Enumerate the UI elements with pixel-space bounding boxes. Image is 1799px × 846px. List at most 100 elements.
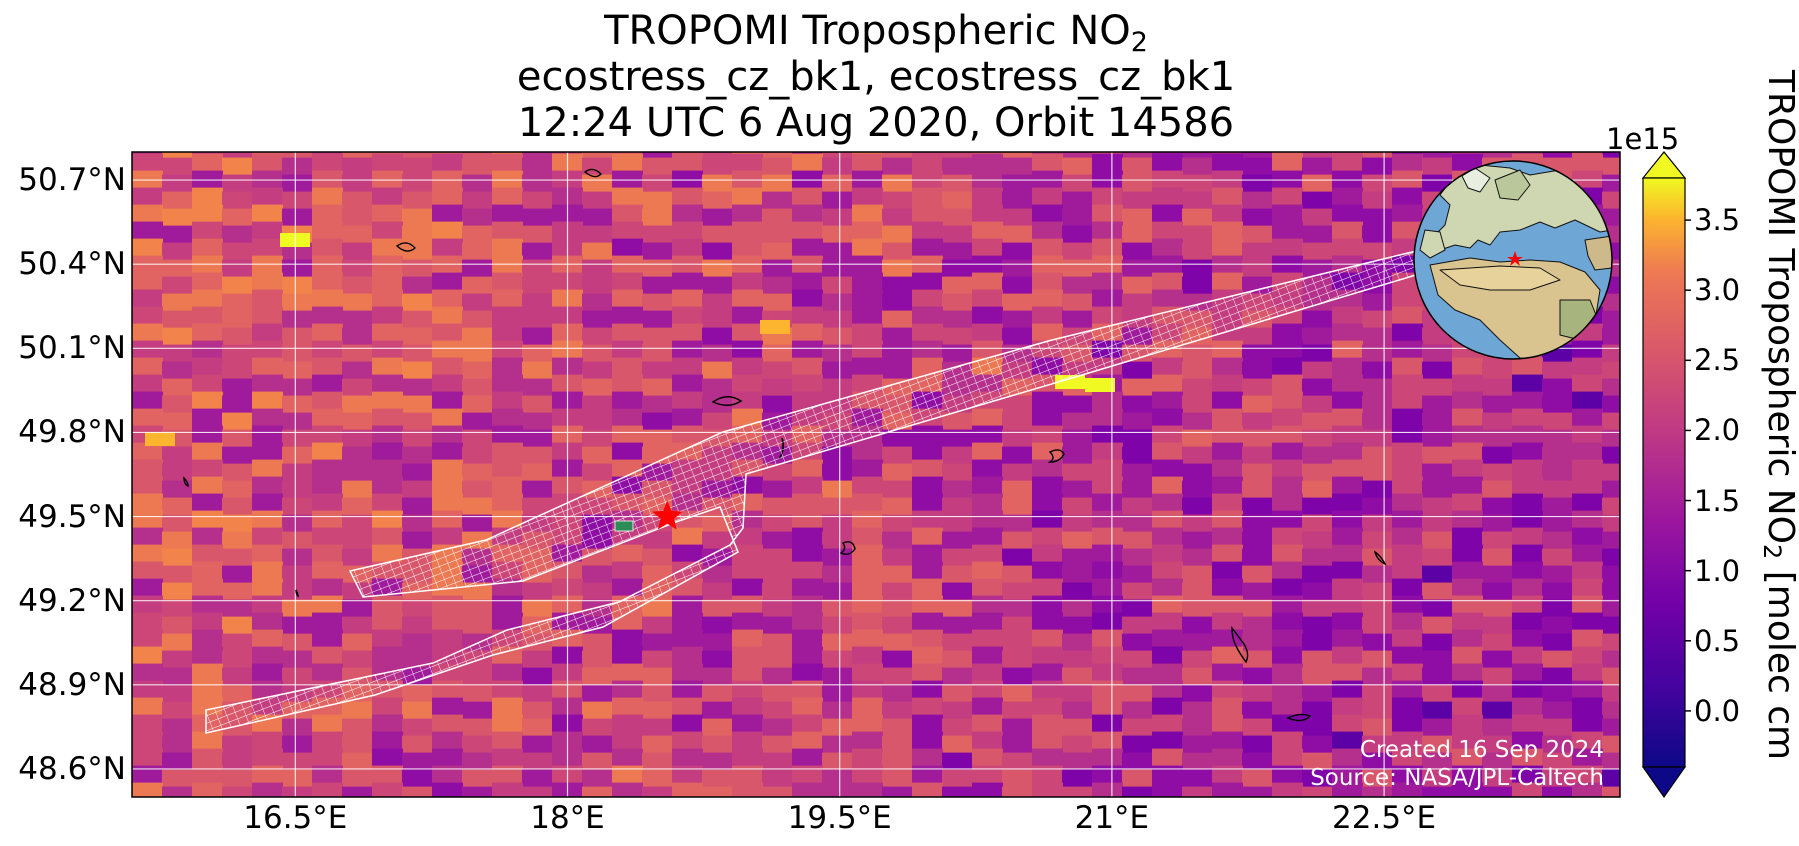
raster-cell	[282, 446, 313, 465]
raster-cell	[672, 221, 703, 240]
raster-cell	[1332, 323, 1363, 342]
raster-cell	[1302, 752, 1333, 771]
raster-cell	[1422, 361, 1453, 380]
raster-cell	[1302, 531, 1333, 550]
raster-cell	[432, 442, 463, 461]
raster-cell	[792, 680, 823, 699]
raster-cell	[1122, 752, 1153, 771]
raster-cell	[162, 344, 193, 363]
target-footprint-swath	[205, 249, 1427, 734]
raster-cell	[372, 765, 403, 784]
raster-cell	[672, 152, 703, 155]
raster-cell	[1152, 595, 1183, 614]
raster-cell	[942, 786, 973, 797]
raster-cell	[1272, 442, 1303, 461]
raster-cell	[732, 800, 763, 818]
raster-cell	[1152, 221, 1183, 240]
raster-cell	[372, 527, 403, 546]
raster-cell	[522, 310, 553, 329]
raster-cell	[1212, 221, 1243, 240]
raster-cell	[582, 259, 613, 278]
raster-cell	[792, 782, 823, 797]
raster-cell	[882, 242, 913, 261]
raster-cell	[432, 782, 463, 797]
raster-cell	[162, 242, 193, 261]
raster-cell	[612, 152, 643, 155]
raster-cell	[1182, 769, 1213, 788]
raster-cell	[1182, 599, 1213, 618]
raster-cell	[1242, 174, 1273, 193]
raster-cell	[1332, 527, 1363, 546]
raster-cell	[852, 510, 883, 529]
raster-cell	[252, 782, 283, 797]
raster-cell	[1602, 174, 1620, 193]
raster-cell	[702, 786, 733, 797]
raster-cell	[1032, 272, 1063, 291]
raster-cell	[942, 735, 973, 754]
raster-cell	[822, 616, 853, 635]
raster-cell	[1122, 446, 1153, 465]
raster-cell	[1212, 646, 1243, 665]
raster-cell	[1002, 276, 1033, 295]
raster-cell	[462, 293, 493, 312]
raster-cell	[642, 548, 673, 567]
raster-cell	[1092, 476, 1123, 495]
raster-cell	[1332, 306, 1363, 325]
raster-cell	[282, 412, 313, 431]
raster-cell	[1032, 782, 1063, 797]
raster-cell	[192, 204, 223, 223]
raster-cell	[522, 395, 553, 414]
raster-cell	[1542, 804, 1573, 822]
raster-cell	[1002, 684, 1033, 703]
raster-cell	[1092, 765, 1123, 784]
raster-cell	[912, 289, 943, 308]
raster-cell	[1512, 595, 1543, 614]
raster-cell	[612, 748, 643, 767]
raster-cell	[912, 510, 943, 529]
raster-cell	[822, 361, 853, 380]
raster-cell	[642, 310, 673, 329]
raster-cell	[1242, 650, 1273, 669]
raster-cell	[282, 463, 313, 482]
raster-cell	[1452, 731, 1483, 750]
raster-cell	[942, 225, 973, 244]
raster-cell	[342, 174, 373, 193]
raster-cell	[822, 157, 853, 176]
raster-cell	[1002, 650, 1033, 669]
raster-cell	[942, 446, 973, 465]
raster-cell	[642, 531, 673, 550]
raster-cell	[1422, 446, 1453, 465]
raster-cell	[822, 446, 853, 465]
raster-cell	[852, 731, 883, 750]
raster-cell	[1302, 650, 1333, 669]
raster-cell	[1062, 174, 1093, 193]
raster-cell	[672, 238, 703, 257]
raster-cell	[402, 497, 433, 516]
raster-cell	[732, 221, 763, 240]
raster-cell	[1212, 374, 1243, 393]
map-subtitle-time-orbit: 12:24 UTC 6 Aug 2020, Orbit 14586	[517, 100, 1235, 146]
raster-cell	[1362, 344, 1393, 363]
raster-cell	[1152, 782, 1183, 797]
raster-cell	[1152, 425, 1183, 444]
raster-cell	[312, 527, 343, 546]
raster-cell	[1542, 752, 1573, 771]
raster-cell	[1062, 565, 1093, 584]
raster-cell	[612, 153, 643, 172]
raster-cell	[732, 782, 763, 797]
raster-cell	[1272, 221, 1303, 240]
raster-cell	[1152, 357, 1183, 376]
raster-cell	[1452, 782, 1483, 797]
colorbar-tick-label: 0.0	[1694, 693, 1741, 728]
raster-cell	[312, 152, 343, 155]
raster-cell	[1122, 497, 1153, 516]
raster-cell	[1572, 561, 1603, 580]
raster-cell	[1212, 748, 1243, 767]
raster-cell	[1572, 731, 1603, 750]
raster-cell	[132, 561, 163, 580]
raster-cell	[1182, 157, 1213, 176]
raster-cell	[1122, 225, 1153, 244]
raster-cell	[342, 395, 373, 414]
raster-cell	[402, 225, 433, 244]
raster-cell	[582, 293, 613, 312]
